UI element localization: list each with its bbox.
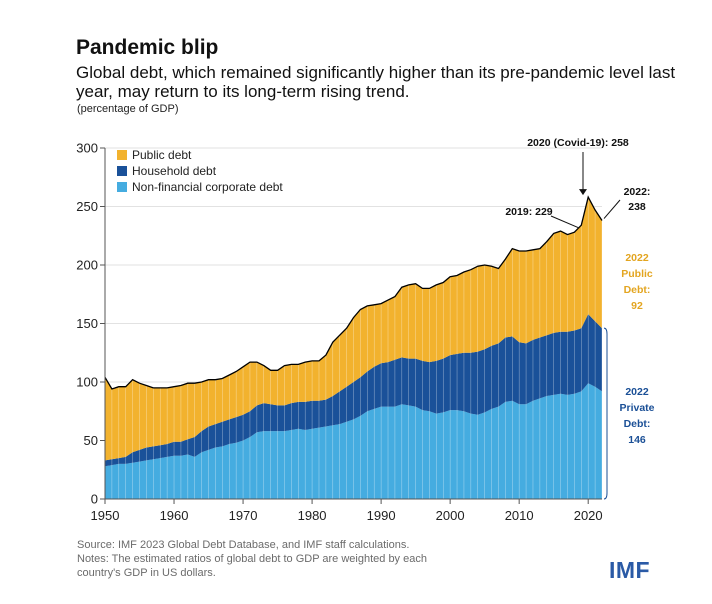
total-debt-line [104,195,603,390]
x-tick-label: 1990 [367,508,396,523]
public-debt-2022-label: Debt: [624,284,651,296]
y-tick-label: 0 [91,492,98,507]
private-debt-2022-label: 146 [628,434,646,446]
public-debt-2022-label: 2022 [625,252,649,264]
x-tick-label: 1970 [229,508,258,523]
private-debt-2022-label: Debt: [624,418,651,430]
legend-swatch [117,182,127,192]
y-tick-label: 50 [84,433,98,448]
y-tick-label: 300 [76,141,98,156]
legend-label: Household debt [132,164,217,178]
legend-label: Non-financial corporate debt [132,180,283,194]
footer-notes: Source: IMF 2023 Global Debt Database, a… [77,538,547,580]
imf-logo: IMF [609,557,651,583]
legend: Public debt Household debt Non-financial c… [117,148,283,194]
legend-swatch [117,166,127,176]
weighting-note-line1: Notes: The estimated ratios of global de… [77,553,427,565]
legend-label: Public debt [132,148,192,162]
annotation-2019: 2019: 229 [505,206,552,218]
annotation-2022-arrow [603,199,621,219]
annotation-2022-value: 238 [628,201,646,213]
annotation-2019-arrow [550,215,580,229]
y-tick-label: 150 [76,316,98,331]
area-series [104,195,603,499]
x-tick-label: 2020 [574,508,603,523]
y-tick-label: 250 [76,199,98,214]
x-tick-label: 2010 [505,508,534,523]
private-debt-2022-label: Private [619,402,654,414]
weighting-note-line2: country's GDP in US dollars. [77,567,216,579]
private-debt-2022-label: 2022 [625,386,649,398]
x-tick-label: 1950 [91,508,120,523]
unit-label: (percentage of GDP) [77,103,179,115]
annotation-covid-arrowhead [579,189,587,196]
source-note: Source: IMF 2023 Global Debt Database, a… [77,539,410,551]
x-tick-label: 2000 [436,508,465,523]
x-tick-label: 1980 [298,508,327,523]
y-tick-label: 100 [76,375,98,390]
chart-subtitle: Global debt, which remained significantl… [76,63,676,101]
x-tick-label: 1960 [160,508,189,523]
annotations: 2020 (Covid-19): 258 2019: 229 2022: 238 202… [505,137,655,500]
chart-title: Pandemic blip [76,36,219,59]
annotation-2022-label: 2022: [624,186,651,198]
legend-swatch [117,150,127,160]
annotation-covid-peak: 2020 (Covid-19): 258 [527,137,629,149]
axes: 0 50 100 150 200 250 300 1950 1960 1970 1980 1990 20… [76,141,602,524]
public-debt-2022-label: Public [621,268,653,280]
y-tick-label: 200 [76,258,98,273]
private-debt-bracket [603,327,608,500]
public-debt-2022-label: 92 [631,300,643,312]
